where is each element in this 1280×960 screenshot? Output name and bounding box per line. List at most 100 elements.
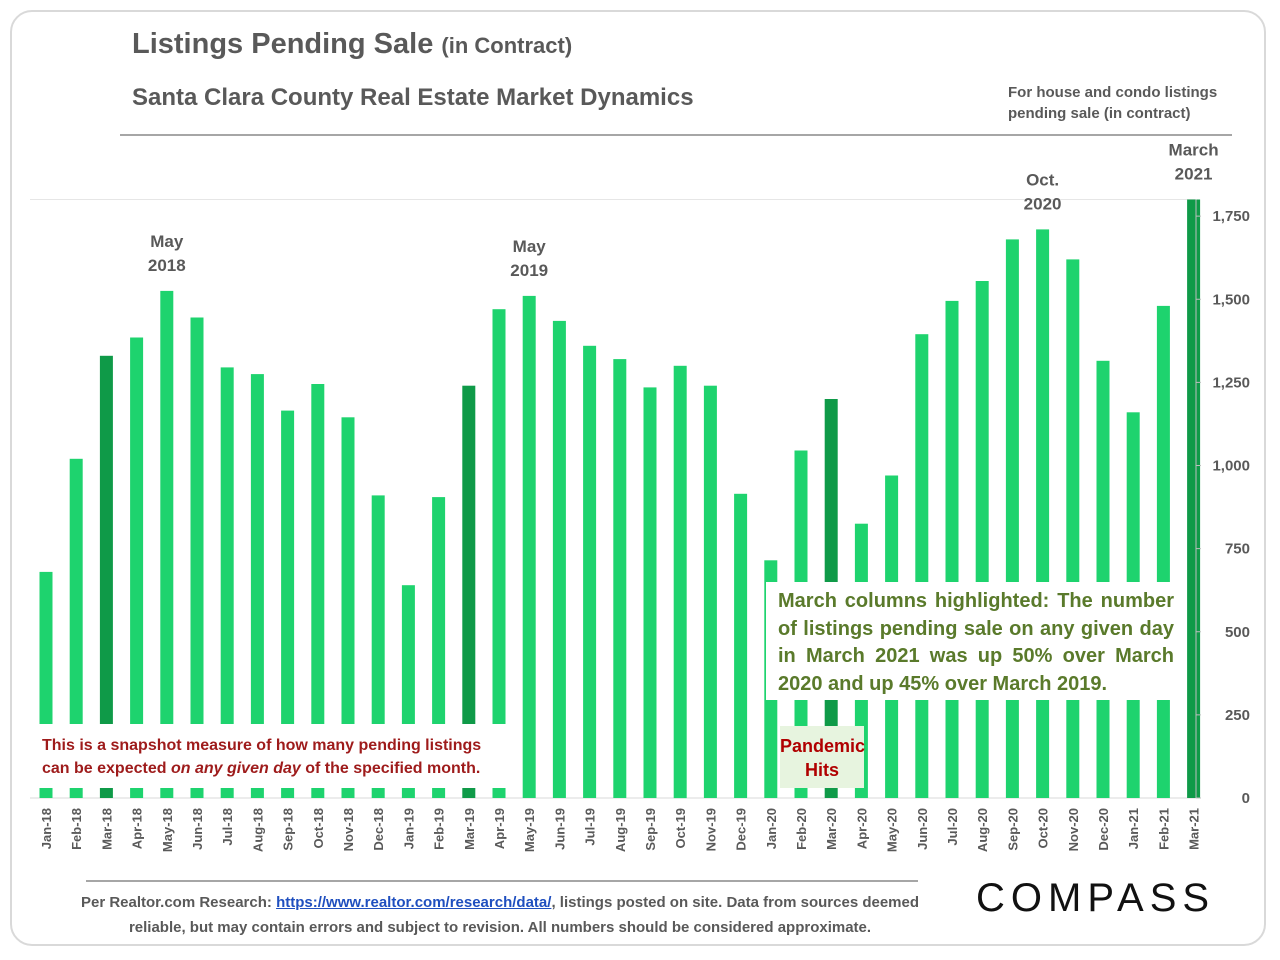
- callout-line-2: 2019: [510, 261, 548, 280]
- bar-feb-19: [432, 497, 446, 798]
- x-tick-label: Jan-20: [764, 808, 779, 849]
- side-note: For house and condo listings pending sal…: [1008, 84, 1218, 122]
- bar-sep-20: [1005, 239, 1019, 798]
- x-tick-label: Feb-19: [432, 808, 447, 850]
- bar-jun-19: [552, 320, 566, 798]
- x-tick-label: Aug-18: [250, 808, 265, 852]
- x-tick-label: Mar-21: [1187, 808, 1202, 850]
- x-tick-label: Aug-20: [975, 808, 990, 852]
- x-tick-label: Dec-19: [734, 808, 749, 851]
- bottom-divider: [86, 880, 918, 882]
- x-tick-label: Jan-21: [1126, 808, 1141, 849]
- x-tick-label: Jan-18: [39, 808, 54, 849]
- x-tick-label: Mar-19: [462, 808, 477, 850]
- callout-line-1: Oct.: [1026, 170, 1059, 189]
- bar-jun-20: [915, 334, 929, 798]
- bar-nov-18: [341, 417, 355, 798]
- bar-nov-20: [1066, 259, 1080, 798]
- footer-prefix: Per Realtor.com Research:: [80, 894, 277, 911]
- x-tick-label: Dec-18: [371, 808, 386, 851]
- march-note: March columns highlighted: The number of…: [766, 582, 1186, 700]
- bar-may-18: [160, 290, 174, 798]
- y-tick-label: 500: [1225, 624, 1250, 641]
- bar-series: [39, 199, 1201, 799]
- x-tick-label: Dec-20: [1096, 808, 1111, 851]
- x-tick-label: Sep-18: [281, 808, 296, 851]
- x-tick-label: Jul-20: [945, 808, 960, 846]
- x-tick-label: Feb-21: [1156, 808, 1171, 850]
- page-title: Listings Pending Sale (in Contract): [132, 28, 572, 61]
- snapshot-note-text-2: of the specified month.: [300, 760, 481, 777]
- callout-line-1: May: [150, 232, 184, 251]
- x-tick-label: May-19: [522, 808, 537, 852]
- x-tick-label: Nov-18: [341, 808, 356, 851]
- bar-dec-19: [734, 493, 748, 798]
- x-tick-label: Nov-19: [703, 808, 718, 851]
- bar-jul-18: [220, 367, 234, 798]
- callout-line-2: 2020: [1024, 194, 1062, 213]
- bar-jun-18: [190, 317, 204, 798]
- bar-sep-19: [643, 387, 657, 798]
- x-tick-label: Sep-20: [1005, 808, 1020, 851]
- bar-dec-20: [1096, 360, 1110, 798]
- x-tick-label: Jan-19: [401, 808, 416, 849]
- top-divider: [120, 134, 1232, 136]
- bar-sep-18: [281, 410, 295, 798]
- footer-source: Per Realtor.com Research: https://www.re…: [80, 890, 920, 940]
- bar-aug-18: [250, 374, 264, 798]
- callout-oct-20: Oct. 2020: [1024, 170, 1062, 213]
- compass-logo: COMPASS: [976, 876, 1216, 920]
- title-paren: (in Contract): [441, 33, 573, 58]
- pandemic-line-1: Pandemic: [780, 736, 866, 756]
- y-tick-label: 0: [1242, 790, 1250, 807]
- callout-mar-21: March 2021: [1169, 141, 1219, 184]
- y-tick-label: 1,000: [1212, 458, 1250, 475]
- callout-line-2: 2018: [148, 256, 186, 275]
- x-tick-label: Jul-18: [220, 808, 235, 846]
- x-tick-label: May-18: [160, 808, 175, 852]
- x-tick-label: Jun-18: [190, 808, 205, 850]
- callout-may-18: May 2018: [148, 232, 186, 275]
- y-tick-label: 1,250: [1212, 374, 1250, 391]
- x-tick-label: Oct-20: [1036, 808, 1051, 848]
- bar-oct-19: [673, 365, 687, 799]
- bar-oct-18: [311, 384, 325, 798]
- bar-nov-19: [703, 385, 717, 798]
- x-axis-labels: Jan-18 Feb-18 Mar-18 Apr-18 May-18 Jun-18 Jul-…: [39, 808, 1202, 852]
- footer-suffix: , listings posted on site. Data from sou…: [128, 894, 920, 936]
- bar-aug-20: [975, 281, 989, 798]
- bar-oct-20: [1036, 229, 1050, 798]
- pandemic-line-2: Hits: [804, 760, 839, 780]
- bar-mar-21: [1187, 199, 1201, 798]
- x-tick-label: Mar-20: [824, 808, 839, 850]
- chart-frame: [10, 10, 1266, 946]
- x-tick-label: Jul-19: [583, 808, 598, 846]
- source-link[interactable]: https://www.realtor.com/research/data/: [276, 894, 552, 911]
- title-main: Listings Pending Sale: [132, 28, 434, 60]
- page-subtitle: Santa Clara County Real Estate Market Dy…: [132, 84, 694, 111]
- x-tick-label: Feb-20: [794, 808, 809, 850]
- x-tick-label: Sep-19: [643, 808, 658, 851]
- x-tick-label: Feb-18: [69, 808, 84, 850]
- callout-line-2: 2021: [1175, 165, 1213, 184]
- x-tick-label: Jun-20: [915, 808, 930, 850]
- y-axis: 0 250 500 750 1,000 1,250 1,500 1,750: [1195, 199, 1250, 807]
- bar-feb-18: [69, 458, 83, 798]
- x-tick-label: May-20: [885, 808, 900, 852]
- x-tick-label: Oct-19: [673, 808, 688, 848]
- bar-may-19: [522, 295, 536, 798]
- pandemic-note: Pandemic Hits: [780, 726, 866, 788]
- snapshot-note: This is a snapshot measure of how many p…: [34, 724, 520, 788]
- bar-jul-19: [583, 345, 597, 798]
- x-tick-label: Jun-19: [552, 808, 567, 850]
- bar-dec-18: [371, 495, 385, 798]
- x-tick-label: Oct-18: [311, 808, 326, 848]
- x-tick-label: Mar-18: [99, 808, 114, 850]
- y-tick-label: 750: [1225, 541, 1250, 558]
- snapshot-note-text-1: This is a snapshot measure of how many p…: [42, 737, 482, 777]
- bar-jul-20: [945, 300, 959, 798]
- callout-labels: May 2018 May 2019 Oct. 2020 March 2021: [148, 141, 1219, 280]
- bar-apr-19: [492, 309, 506, 798]
- callout-may-19: May 2019: [510, 237, 548, 280]
